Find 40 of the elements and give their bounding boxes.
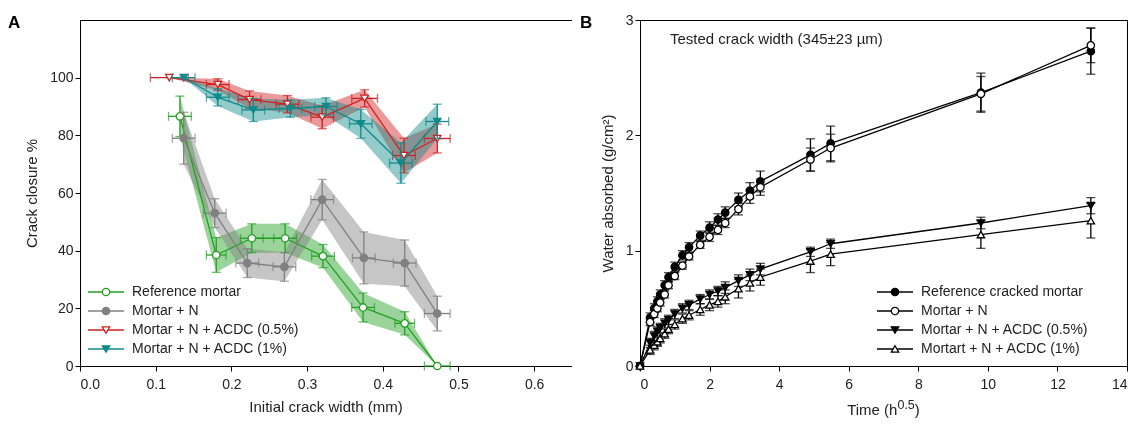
y-tick-label: 100 bbox=[50, 69, 74, 86]
legend-label: Reference mortar bbox=[132, 283, 242, 299]
y-tick-label: 80 bbox=[57, 126, 74, 143]
x-tick-label: 0.1 bbox=[146, 375, 167, 392]
annotation: Tested crack width (345±23 µm) bbox=[670, 30, 883, 47]
y-tick-label: 3 bbox=[625, 11, 634, 28]
y-tick-label: 20 bbox=[57, 299, 74, 316]
x-tick-label: 0.4 bbox=[373, 375, 394, 392]
x-tick-label: 6 bbox=[845, 375, 854, 392]
x-tick-label: 0.6 bbox=[524, 375, 545, 392]
y-tick-label: 0 bbox=[625, 357, 634, 374]
legend-label: Mortar + N bbox=[132, 302, 199, 318]
text: A bbox=[8, 13, 21, 32]
y-tick-label: 2 bbox=[625, 126, 634, 143]
x-tick-label: 4 bbox=[775, 375, 784, 392]
legend-label: Mortart + N + ACDC (1%) bbox=[921, 340, 1080, 356]
y-tick-label: 60 bbox=[57, 184, 74, 201]
x-tick-label: 12 bbox=[1050, 375, 1066, 392]
x-tick-label: 14 bbox=[1111, 375, 1128, 392]
legend-label: Reference cracked mortar bbox=[921, 283, 1084, 299]
y-tick-label: 40 bbox=[57, 242, 74, 259]
y-axis-title: Crack closure % bbox=[23, 138, 41, 249]
y-tick-label: 1 bbox=[625, 242, 634, 259]
legend-label: Mortar + N + ACDC (0.5%) bbox=[132, 321, 299, 337]
x-axis-title: Initial crack width (mm) bbox=[248, 398, 404, 415]
legend-label: Mortar + N bbox=[921, 302, 988, 318]
x-tick-label: 0.2 bbox=[222, 375, 242, 392]
text: B bbox=[580, 13, 593, 32]
x-tick-label: 0.5 bbox=[449, 375, 469, 392]
x-tick-label: 0.0 bbox=[80, 375, 101, 392]
x-axis-title: Time (h$^{0.5}$) bbox=[846, 398, 921, 418]
x-tick-label: 0.3 bbox=[297, 375, 318, 392]
x-tick-label: 8 bbox=[914, 375, 923, 392]
x-tick-label: 0 bbox=[640, 375, 649, 392]
x-tick-label: 2 bbox=[706, 375, 715, 392]
legend-label: Mortar + N + ACDC (1%) bbox=[132, 340, 287, 356]
legend-label: Mortar + N + ACDC (0.5%) bbox=[921, 321, 1088, 337]
x-tick-label: 10 bbox=[980, 375, 997, 392]
y-axis-title: Water absorbed (g/cm²) bbox=[598, 114, 616, 273]
y-tick-label: 0 bbox=[65, 357, 74, 374]
